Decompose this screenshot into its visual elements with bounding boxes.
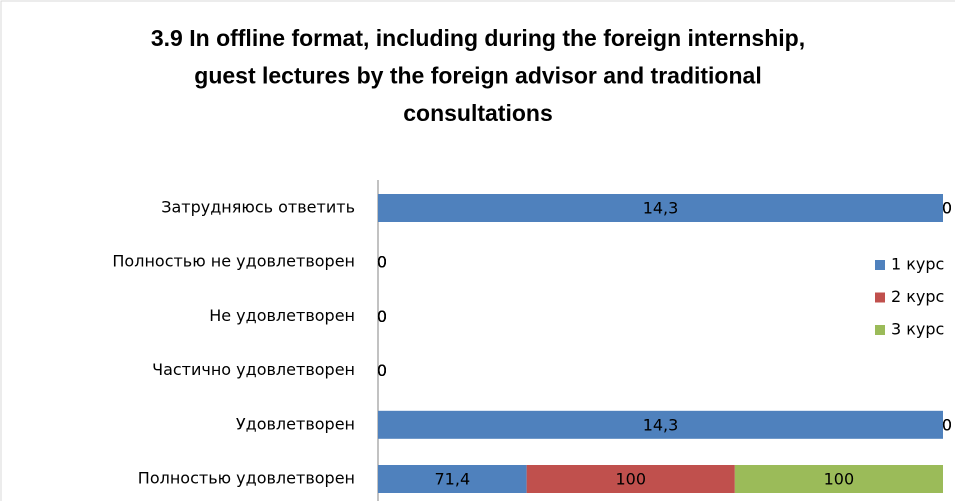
- data-label: 0: [377, 253, 387, 272]
- legend-label: 1 курс: [891, 255, 944, 274]
- bar: [378, 465, 527, 493]
- y-tick-label: Удовлетворен: [236, 414, 355, 433]
- legend-label: 3 курс: [891, 320, 944, 339]
- data-label: 0: [377, 253, 387, 272]
- data-label: 0: [942, 199, 952, 218]
- data-label: 0: [377, 307, 387, 326]
- data-label: 0: [377, 361, 387, 380]
- bar: [734, 465, 943, 493]
- legend-label: 2 курс: [891, 287, 944, 306]
- data-label: 0: [942, 199, 952, 218]
- y-tick-label: Полностью удовлетворен: [138, 469, 355, 488]
- data-label: 14,3: [643, 199, 679, 218]
- data-label: 0: [377, 307, 387, 326]
- bar: [378, 410, 943, 439]
- y-tick-label: Затрудняюсь ответить: [161, 198, 355, 217]
- chart-title: 3.9 In offline format, including during …: [151, 25, 805, 126]
- bar: [378, 194, 943, 222]
- data-label: 0: [377, 361, 387, 380]
- data-label: 0: [377, 361, 387, 380]
- legend-swatch: [875, 292, 885, 303]
- data-label: 0: [942, 415, 952, 434]
- y-tick-label: Не удовлетворен: [209, 306, 355, 325]
- legend-swatch: [875, 260, 885, 270]
- legend-swatch: [875, 325, 885, 335]
- data-label: 71,4: [435, 470, 471, 489]
- data-label: 0: [377, 307, 387, 326]
- y-tick-label: Частично удовлетворен: [152, 360, 355, 379]
- data-label: 100: [824, 470, 855, 489]
- data-label: 0: [942, 415, 952, 434]
- data-label: 14,3: [643, 415, 679, 434]
- y-tick-label: Полностью не удовлетворен: [112, 252, 355, 271]
- data-label: 100: [615, 470, 646, 489]
- bar: [526, 465, 735, 493]
- data-label: 0: [377, 253, 387, 272]
